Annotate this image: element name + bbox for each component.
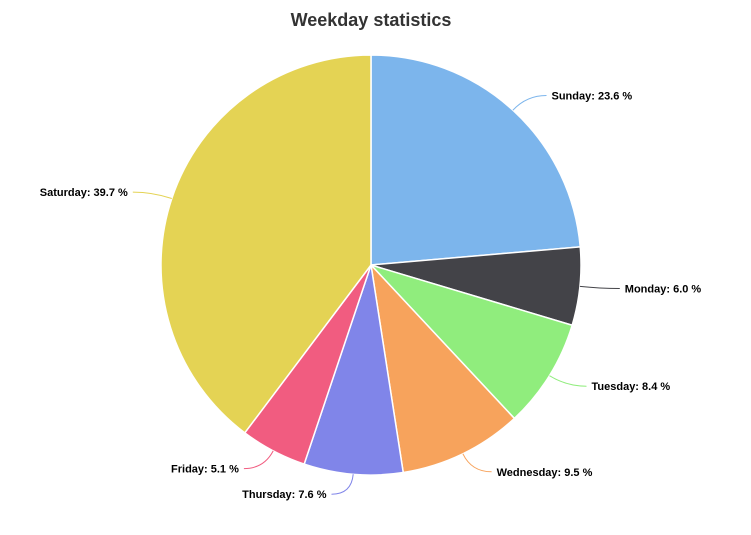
chart-title: Weekday statistics xyxy=(291,10,452,30)
label-wednesday: Wednesday: 9.5 % xyxy=(497,467,593,479)
label-connectors xyxy=(132,95,620,495)
connector-saturday xyxy=(132,191,172,199)
connector-friday xyxy=(243,450,274,470)
pie-slices xyxy=(160,54,582,476)
connector-wednesday xyxy=(462,453,492,473)
label-thursday: Thursday: 7.6 % xyxy=(242,489,327,501)
label-tuesday: Tuesday: 8.4 % xyxy=(592,381,671,393)
label-sunday: Sunday: 23.6 % xyxy=(552,91,633,103)
slice-labels: Sunday: 23.6 % Monday: 6.0 % Tuesday: 8.4 … xyxy=(40,91,702,502)
connector-monday xyxy=(579,285,620,289)
connector-sunday xyxy=(512,95,547,111)
label-friday: Friday: 5.1 % xyxy=(171,464,239,476)
pie-slice-tuesday[interactable] xyxy=(370,264,573,420)
connector-tuesday xyxy=(549,375,587,387)
pie-slice-saturday[interactable] xyxy=(160,54,372,434)
label-monday: Monday: 6.0 % xyxy=(625,284,702,296)
pie-slice-sunday[interactable] xyxy=(370,54,581,266)
connector-thursday xyxy=(331,474,354,495)
pie-slice-wednesday[interactable] xyxy=(370,264,516,474)
label-saturday: Saturday: 39.7 % xyxy=(40,187,128,199)
pie-slice-thursday[interactable] xyxy=(303,264,404,476)
